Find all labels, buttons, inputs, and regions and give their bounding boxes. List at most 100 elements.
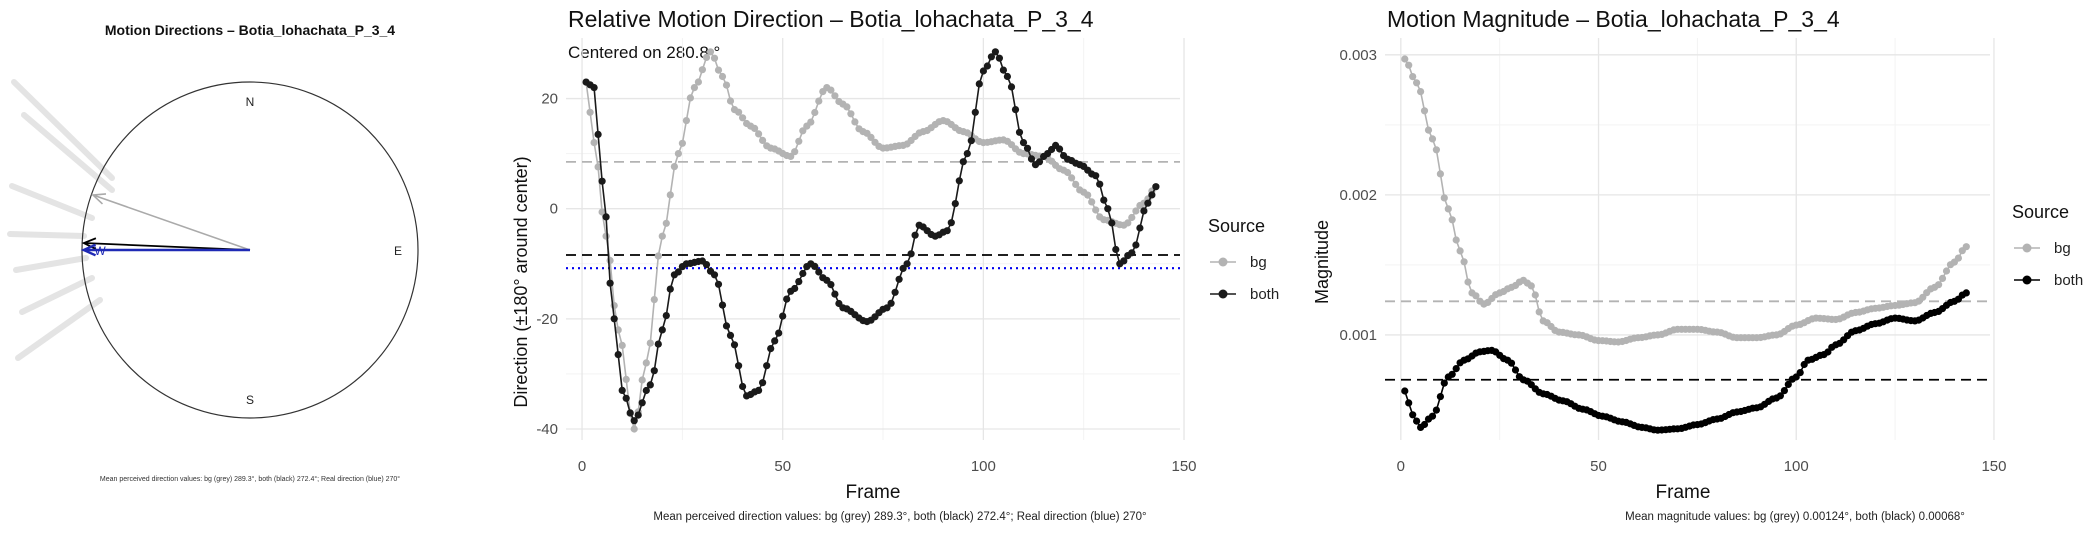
magnitude-legend-label-both: both: [2054, 272, 2083, 289]
direction-point-bg: [646, 339, 654, 347]
compass-title: Motion Directions – Botia_lohachata_P_3_…: [105, 22, 395, 38]
direction-point-both: [718, 301, 727, 309]
compass-arrow-bg: [92, 194, 251, 251]
direction-point-both: [975, 80, 983, 88]
direction-point-both: [1140, 207, 1148, 215]
magnitude-point-bg: [1938, 274, 1947, 282]
direction-point-both: [638, 399, 646, 407]
direction-legend-items: bg both: [1210, 254, 1279, 303]
direction-point-bg: [1128, 213, 1136, 222]
magnitude-point-both: [1784, 380, 1792, 388]
magnitude-point-both: [1420, 420, 1429, 429]
direction-point-bg: [827, 86, 835, 94]
direction-point-bg: [650, 296, 658, 304]
compass-south-label: S: [246, 393, 254, 407]
compass-north-label: N: [246, 95, 255, 109]
direction-point-both: [626, 409, 634, 417]
magnitude-legend-marker-bg: [2022, 243, 2032, 253]
direction-point-both: [714, 280, 723, 288]
direction-point-bg: [799, 127, 807, 135]
direction-y-tick-label: 0: [550, 201, 558, 218]
direction-point-both: [759, 379, 767, 387]
magnitude-chart-title: Motion Magnitude – Botia_lohachata_P_3_4: [1387, 6, 1840, 32]
direction-point-both: [634, 411, 642, 419]
direction-point-both: [606, 279, 614, 287]
magnitude-legend-marker-both: [2022, 275, 2032, 285]
direction-point-both: [947, 219, 955, 227]
direction-y-tick-label: -20: [536, 311, 558, 328]
direction-point-bg: [674, 150, 683, 158]
direction-y-axis-label: Direction (±180° around center): [511, 156, 531, 407]
direction-point-bg: [658, 232, 666, 240]
direction-point-bg: [851, 118, 859, 126]
magnitude-x-tick-label: 50: [1590, 458, 1607, 475]
direction-point-bg: [722, 81, 731, 89]
direction-point-both: [887, 299, 895, 307]
direction-chart-subtitle: Centered on 280.8 °: [568, 43, 720, 62]
direction-point-both: [594, 130, 602, 138]
magnitude-point-bg: [1436, 170, 1444, 178]
direction-point-bg: [702, 53, 711, 62]
magnitude-point-both: [1511, 366, 1520, 374]
direction-point-both: [951, 200, 959, 208]
direction-point-both: [642, 386, 650, 395]
magnitude-x-tick-label: 0: [1397, 458, 1405, 475]
direction-legend: Source bg both: [1208, 216, 1279, 303]
magnitude-point-bg: [1535, 308, 1543, 316]
magnitude-point-bg: [1444, 205, 1452, 213]
motion-streak: [21, 112, 115, 193]
magnitude-point-both: [1962, 289, 1970, 297]
direction-point-bg: [590, 139, 598, 147]
magnitude-point-bg: [1935, 281, 1943, 289]
magnitude-point-bg: [1456, 247, 1464, 255]
magnitude-point-bg: [1432, 146, 1440, 154]
direction-reference-lines: [566, 161, 1180, 270]
direction-point-bg: [682, 117, 691, 125]
magnitude-point-bg: [1531, 291, 1539, 299]
direction-point-both: [967, 137, 975, 145]
magnitude-point-bg: [1472, 292, 1480, 300]
direction-point-both: [726, 331, 735, 339]
direction-x-tick-label: 100: [971, 458, 996, 475]
direction-point-both: [891, 288, 899, 296]
magnitude-x-tick-label: 100: [1784, 458, 1809, 475]
magnitude-point-both: [1507, 359, 1516, 367]
magnitude-point-both: [1401, 387, 1409, 395]
direction-point-both: [722, 322, 731, 330]
direction-point-both: [1027, 155, 1036, 163]
direction-point-both: [602, 213, 610, 221]
direction-point-bg: [698, 66, 707, 74]
direction-point-both: [1136, 224, 1144, 232]
direction-point-both: [903, 260, 911, 268]
direction-point-bg: [662, 219, 670, 227]
direction-point-both: [1152, 183, 1160, 191]
direction-point-both: [795, 278, 803, 286]
direction-point-bg: [706, 48, 715, 56]
direction-point-bg: [1068, 174, 1076, 182]
direction-x-tick-label: 150: [1171, 458, 1196, 475]
direction-point-bg: [710, 54, 719, 62]
direction-point-bg: [678, 139, 687, 147]
direction-point-both: [622, 394, 630, 402]
direction-chart-title: Relative Motion Direction – Botia_lohach…: [568, 6, 1094, 32]
magnitude-point-bg: [1428, 135, 1437, 143]
magnitude-x-axis-label: Frame: [1656, 482, 1711, 503]
direction-point-bg: [622, 375, 630, 383]
direction-point-bg: [843, 103, 851, 111]
direction-point-both: [1056, 145, 1064, 153]
magnitude-point-both: [1452, 365, 1460, 373]
direction-x-axis-label: Frame: [846, 482, 901, 503]
direction-y-tick-label: -40: [536, 421, 558, 438]
direction-point-bg: [755, 130, 763, 138]
compass-panel: Motion Directions – Botia_lohachata_P_3_…: [7, 22, 419, 483]
direction-point-bg: [1084, 191, 1092, 199]
direction-point-both: [1112, 245, 1120, 254]
magnitude-y-tick-label: 0.001: [1339, 327, 1377, 344]
direction-point-bg: [791, 148, 799, 156]
motion-streak: [11, 79, 115, 181]
direction-point-both: [767, 345, 775, 353]
magnitude-series: [1401, 55, 1970, 434]
magnitude-point-bg: [1452, 236, 1460, 244]
direction-point-both: [658, 326, 666, 334]
